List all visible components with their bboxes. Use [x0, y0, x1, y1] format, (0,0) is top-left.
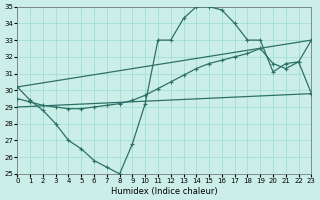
X-axis label: Humidex (Indice chaleur): Humidex (Indice chaleur)	[111, 187, 218, 196]
